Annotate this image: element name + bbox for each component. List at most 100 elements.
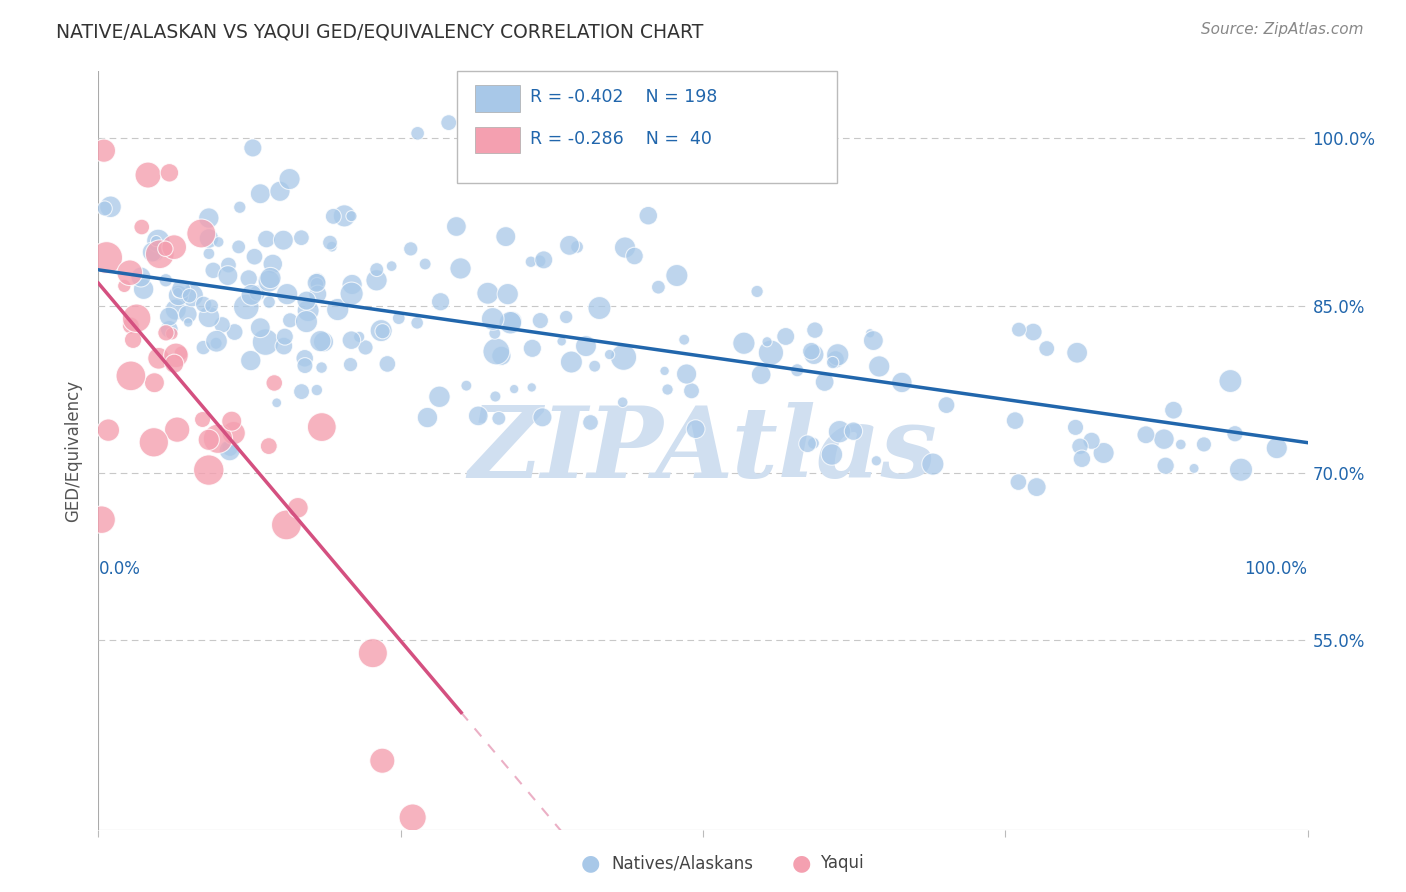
Point (294, 359, 316, 373)
Point (160, 326, 183, 341)
Point (290, 384, 312, 399)
Text: Natives/Alaskans: Natives/Alaskans (612, 855, 754, 872)
Point (211, 318, 233, 332)
Point (756, 334, 779, 349)
Point (803, 436, 825, 450)
Point (647, 280, 669, 294)
Point (312, 334, 335, 349)
Point (165, 348, 187, 362)
Point (520, 380, 543, 394)
Point (295, 315, 318, 329)
Point (305, 383, 328, 397)
Point (1153, 432, 1175, 446)
Point (821, 355, 844, 369)
Point (141, 245, 163, 260)
Point (821, 448, 844, 462)
Point (484, 389, 506, 403)
Point (333, 209, 356, 223)
Point (786, 363, 808, 377)
Point (100, 200, 122, 214)
Point (865, 454, 887, 468)
Point (198, 211, 221, 225)
Point (142, 435, 165, 450)
Point (259, 271, 281, 285)
Point (612, 395, 634, 409)
Point (361, 646, 384, 660)
Point (388, 311, 411, 326)
Point (555, 310, 578, 324)
Point (181, 288, 204, 302)
Point (759, 345, 782, 359)
Point (276, 287, 298, 301)
Point (90, 513, 112, 527)
Text: NATIVE/ALASKAN VS YAQUI GED/EQUIVALENCY CORRELATION CHART: NATIVE/ALASKAN VS YAQUI GED/EQUIVALENCY … (56, 22, 703, 41)
Point (340, 209, 363, 223)
Text: Yaqui: Yaqui (820, 855, 863, 872)
Point (205, 334, 228, 349)
Point (862, 334, 884, 348)
Point (531, 410, 554, 425)
Point (307, 274, 329, 288)
Point (207, 432, 229, 446)
Point (399, 242, 422, 256)
Point (401, 810, 423, 824)
Point (796, 437, 818, 451)
Point (120, 368, 142, 383)
Point (242, 141, 264, 155)
Point (190, 227, 212, 241)
Point (354, 341, 377, 355)
Point (637, 209, 659, 223)
Point (207, 235, 229, 249)
Point (842, 424, 865, 438)
Point (120, 318, 142, 333)
Point (1223, 426, 1246, 441)
Point (249, 186, 271, 201)
Point (488, 411, 510, 425)
Point (274, 329, 297, 343)
Point (1007, 475, 1029, 489)
Point (243, 250, 266, 264)
Point (179, 289, 201, 303)
Point (921, 457, 943, 471)
Point (437, 115, 460, 129)
Point (322, 210, 344, 224)
Point (503, 382, 526, 396)
Point (157, 310, 180, 324)
Point (326, 302, 349, 317)
Point (167, 288, 190, 302)
Point (529, 254, 551, 268)
Point (217, 268, 239, 283)
Point (1069, 439, 1091, 453)
Point (224, 325, 246, 339)
Point (599, 347, 621, 361)
Point (1154, 458, 1177, 473)
Point (254, 335, 277, 350)
Point (294, 351, 316, 366)
Point (550, 334, 572, 349)
Point (143, 376, 166, 390)
Point (340, 286, 363, 301)
Point (1025, 480, 1047, 494)
Point (263, 376, 285, 390)
Point (305, 276, 328, 290)
Point (221, 414, 243, 428)
Point (122, 333, 145, 347)
Point (1092, 446, 1115, 460)
Point (340, 333, 363, 347)
Point (96, 251, 118, 265)
Point (366, 273, 388, 287)
Point (131, 220, 153, 235)
Point (239, 353, 262, 368)
Point (307, 287, 329, 301)
Point (665, 268, 688, 283)
Point (675, 367, 697, 381)
Point (319, 235, 342, 250)
Point (499, 316, 522, 330)
Point (287, 500, 309, 515)
Point (321, 240, 343, 254)
Point (1036, 342, 1059, 356)
Point (238, 271, 260, 285)
Point (118, 266, 141, 280)
Point (197, 433, 219, 447)
Text: ZIPAtlas: ZIPAtlas (468, 402, 938, 499)
